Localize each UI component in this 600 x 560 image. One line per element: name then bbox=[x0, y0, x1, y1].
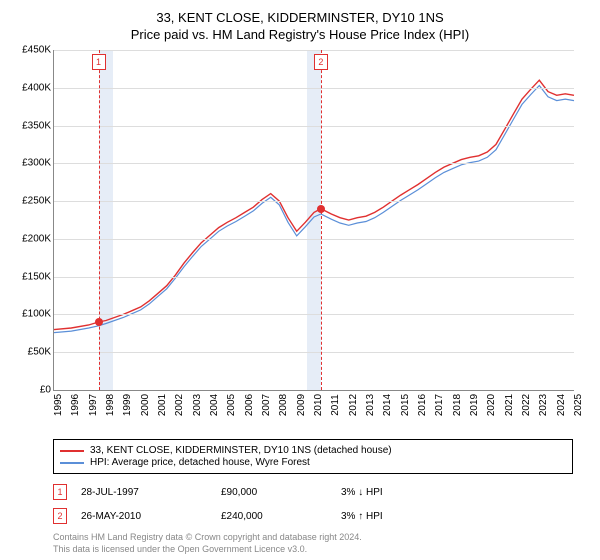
x-tick-label: 2004 bbox=[209, 394, 220, 416]
x-tick-label: 2012 bbox=[348, 394, 359, 416]
chart-container: 33, KENT CLOSE, KIDDERMINSTER, DY10 1NS … bbox=[0, 0, 600, 560]
x-tick-label: 2020 bbox=[486, 394, 497, 416]
legend-row-property: 33, KENT CLOSE, KIDDERMINSTER, DY10 1NS … bbox=[60, 445, 566, 456]
legend-row-hpi: HPI: Average price, detached house, Wyre… bbox=[60, 457, 566, 468]
y-tick-label: £50K bbox=[28, 347, 51, 358]
legend: 33, KENT CLOSE, KIDDERMINSTER, DY10 1NS … bbox=[53, 439, 573, 474]
plot-area: 12 bbox=[53, 50, 574, 391]
x-tick-label: 2007 bbox=[261, 394, 272, 416]
x-tick-label: 2003 bbox=[192, 394, 203, 416]
y-tick-label: £200K bbox=[22, 233, 51, 244]
event-date: 28-JUL-1997 bbox=[81, 487, 221, 498]
legend-label-property: 33, KENT CLOSE, KIDDERMINSTER, DY10 1NS … bbox=[90, 445, 392, 456]
event-price: £90,000 bbox=[221, 487, 341, 498]
event-number-box: 2 bbox=[53, 508, 67, 524]
x-tick-label: 2016 bbox=[417, 394, 428, 416]
x-tick-label: 2015 bbox=[400, 394, 411, 416]
x-tick-label: 2009 bbox=[296, 394, 307, 416]
event-number-box: 1 bbox=[53, 484, 67, 500]
series-hpi bbox=[54, 86, 574, 333]
y-tick-label: £300K bbox=[22, 158, 51, 169]
y-tick-label: £100K bbox=[22, 309, 51, 320]
legend-swatch-property bbox=[60, 450, 84, 452]
x-tick-label: 1998 bbox=[105, 394, 116, 416]
event-marker-1: 1 bbox=[92, 54, 106, 70]
x-tick-label: 2018 bbox=[452, 394, 463, 416]
price-dot bbox=[95, 318, 103, 326]
attribution: Contains HM Land Registry data © Crown c… bbox=[53, 532, 573, 555]
event-diff: 3% ↓ HPI bbox=[341, 487, 573, 498]
price-dot bbox=[317, 205, 325, 213]
y-tick-label: £0 bbox=[40, 385, 51, 396]
y-tick-label: £350K bbox=[22, 120, 51, 131]
y-tick-label: £250K bbox=[22, 196, 51, 207]
x-axis: 1995 1996 1997 1998 1999 2000 2001 2002 2003 2004… bbox=[53, 391, 573, 431]
x-tick-label: 2000 bbox=[140, 394, 151, 416]
event-row: 1 28-JUL-1997£90,0003% ↓ HPI bbox=[53, 480, 573, 504]
x-tick-label: 2019 bbox=[469, 394, 480, 416]
plot-wrap: £0£50K£100K£150K£200K£250K£300K£350K£400… bbox=[15, 50, 585, 391]
x-tick-label: 2025 bbox=[573, 394, 584, 416]
x-tick-label: 1999 bbox=[122, 394, 133, 416]
legend-swatch-hpi bbox=[60, 462, 84, 464]
event-date: 26-MAY-2010 bbox=[81, 511, 221, 522]
line-layer bbox=[54, 50, 574, 390]
x-tick-label: 2024 bbox=[556, 394, 567, 416]
x-tick-label: 2022 bbox=[521, 394, 532, 416]
y-tick-label: £400K bbox=[22, 82, 51, 93]
attribution-line1: Contains HM Land Registry data © Crown c… bbox=[53, 532, 573, 544]
chart-subtitle: Price paid vs. HM Land Registry's House … bbox=[15, 27, 585, 42]
x-tick-label: 2010 bbox=[313, 394, 324, 416]
x-tick-label: 2005 bbox=[226, 394, 237, 416]
series-property bbox=[54, 80, 574, 329]
event-marker-2: 2 bbox=[314, 54, 328, 70]
x-tick-label: 2006 bbox=[244, 394, 255, 416]
x-tick-label: 1995 bbox=[53, 394, 64, 416]
y-axis: £0£50K£100K£150K£200K£250K£300K£350K£400… bbox=[15, 50, 53, 390]
x-tick-label: 2014 bbox=[382, 394, 393, 416]
event-price: £240,000 bbox=[221, 511, 341, 522]
attribution-line2: This data is licensed under the Open Gov… bbox=[53, 544, 573, 556]
x-tick-label: 2021 bbox=[504, 394, 515, 416]
y-tick-label: £450K bbox=[22, 45, 51, 56]
event-row: 2 26-MAY-2010£240,0003% ↑ HPI bbox=[53, 504, 573, 528]
x-tick-label: 1997 bbox=[88, 394, 99, 416]
chart-title: 33, KENT CLOSE, KIDDERMINSTER, DY10 1NS bbox=[15, 10, 585, 25]
event-diff: 3% ↑ HPI bbox=[341, 511, 573, 522]
x-tick-label: 2008 bbox=[278, 394, 289, 416]
x-tick-label: 2011 bbox=[330, 394, 341, 416]
x-tick-label: 2013 bbox=[365, 394, 376, 416]
events-table: 1 28-JUL-1997£90,0003% ↓ HPI 2 26-MAY-2010£… bbox=[53, 480, 573, 528]
y-tick-label: £150K bbox=[22, 271, 51, 282]
x-tick-label: 2001 bbox=[157, 394, 168, 416]
x-tick-label: 1996 bbox=[70, 394, 81, 416]
legend-label-hpi: HPI: Average price, detached house, Wyre… bbox=[90, 457, 310, 468]
x-tick-label: 2023 bbox=[538, 394, 549, 416]
x-tick-label: 2002 bbox=[174, 394, 185, 416]
x-tick-label: 2017 bbox=[434, 394, 445, 416]
